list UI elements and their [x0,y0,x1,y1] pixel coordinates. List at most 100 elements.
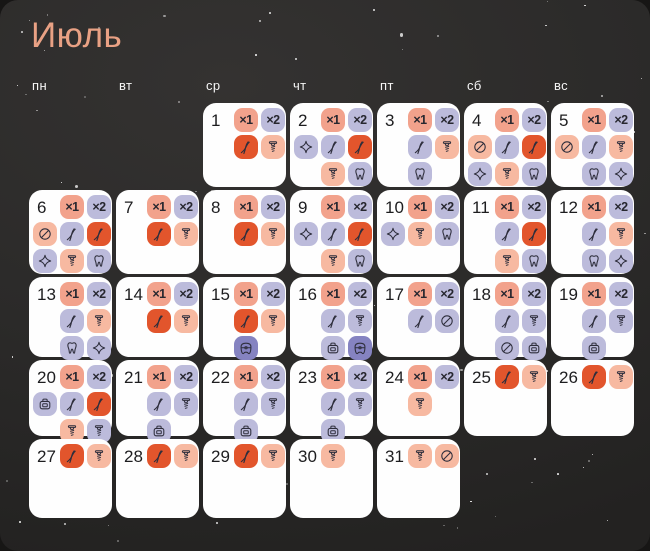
x1-badge: ×1 [582,195,606,219]
day-card-26[interactable]: 26 [551,360,634,436]
day-card-5[interactable]: 5 ×1 ×2 [551,103,634,187]
implant-icon [265,226,281,242]
tray-icon [37,396,53,412]
forceps-icon [238,139,254,155]
day-card-25[interactable]: 25 [464,360,547,436]
forceps-icon [526,226,542,242]
day-card-10[interactable]: 10 ×1 ×2 [377,190,460,274]
braces-badge [234,336,258,360]
tooth-icon [586,253,602,269]
day-card-18[interactable]: 18 ×1 ×2 [464,277,547,360]
day-card-20[interactable]: 20 ×1 ×2 [29,360,112,443]
day-card-4[interactable]: 4 ×1 ×2 [464,103,547,187]
badge-grid: ×1 ×2 [294,365,372,443]
star-dot [591,454,593,456]
day-card-7[interactable]: 7 ×1 ×2 [116,190,199,274]
badge-grid: ×1 ×2 [468,282,546,360]
badge-grid: ×1 ×2 [120,195,198,246]
day-card-12[interactable]: 12 ×1 ×2 [551,190,634,274]
prohibited-badge [555,135,579,159]
forceps-icon [352,226,368,242]
star-dot [588,459,591,462]
implant-icon [439,139,455,155]
day-number: 12 [559,198,578,217]
day-card-9[interactable]: 9 ×1 ×2 [290,190,373,274]
day-number: 23 [298,368,317,387]
day-card-13[interactable]: 13 ×1 ×2 [29,277,112,360]
implant-badge [174,444,198,468]
forceps-badge [87,392,111,416]
star-dot [98,26,100,29]
day-card-16[interactable]: 16 ×1 ×2 [290,277,373,360]
x2-badge: ×2 [174,365,198,389]
day-card-27[interactable]: 27 [29,439,112,518]
forceps-icon [352,139,368,155]
forceps-badge [321,309,345,333]
day-card-22[interactable]: 22 ×1 ×2 [203,360,286,443]
day-number: 28 [124,447,143,466]
badge-grid [294,444,372,468]
star-dot [11,356,14,358]
x2-badge: ×2 [348,365,372,389]
forceps-badge [495,222,519,246]
star-dot [372,9,375,12]
forceps-icon [151,226,167,242]
sparkle-icon [613,166,629,182]
day-card-19[interactable]: 19 ×1 ×2 [551,277,634,360]
day-number: 17 [385,285,404,304]
x1-badge: ×1 [60,195,84,219]
star-dot [545,24,547,27]
forceps-badge [234,392,258,416]
day-card-1[interactable]: 1 ×1 ×2 [203,103,286,187]
badge-grid [120,444,198,468]
weekday-header-row: пн вт ср чт пт сб вс [29,78,634,93]
x2-badge: ×2 [348,282,372,306]
day-number: 10 [385,198,404,217]
day-card-31[interactable]: 31 [377,439,460,518]
implant-badge [408,392,432,416]
badge-grid: ×1 ×2 [381,365,459,416]
star-dot [470,500,473,503]
day-card-28[interactable]: 28 [116,439,199,518]
forceps-icon [64,396,80,412]
day-card-2[interactable]: 2 ×1 ×2 [290,103,373,187]
forceps-badge [60,392,84,416]
implant-icon [265,313,281,329]
forceps-badge [408,135,432,159]
badge-grid: ×1 ×2 [555,108,633,186]
implant-badge [609,309,633,333]
star-dot [285,482,289,485]
day-card-14[interactable]: 14 ×1 ×2 [116,277,199,357]
badge-grid: ×1 ×2 [120,282,198,333]
day-card-15[interactable]: 15 ×1 ×2 [203,277,286,360]
star-dot [557,473,559,475]
forceps-badge [234,444,258,468]
day-card-30[interactable]: 30 [290,439,373,518]
badge-grid [207,444,285,468]
implant-icon [526,369,542,385]
day-card-8[interactable]: 8 ×1 ×2 [203,190,286,274]
x2-badge: ×2 [435,108,459,132]
day-card-24[interactable]: 24 ×1 ×2 [377,360,460,436]
forceps-badge [147,309,171,333]
day-card-6[interactable]: 6 ×1 ×2 [29,190,112,274]
forceps-icon [238,396,254,412]
forceps-badge [582,365,606,389]
day-card-29[interactable]: 29 [203,439,286,518]
braces-icon [238,340,254,356]
badge-grid [381,444,459,468]
x1-badge: ×1 [234,195,258,219]
day-card-23[interactable]: 23 ×1 ×2 [290,360,373,443]
tooth-badge [522,249,546,273]
day-number: 30 [298,447,317,466]
day-card-11[interactable]: 11 ×1 ×2 [464,190,547,274]
x2-badge: ×2 [609,195,633,219]
implant-badge [321,162,345,186]
day-card-21[interactable]: 21 ×1 ×2 [116,360,199,443]
sparkle-icon [385,226,401,242]
forceps-badge [147,444,171,468]
day-card-17[interactable]: 17 ×1 ×2 [377,277,460,357]
prohibited-icon [499,340,515,356]
forceps-icon [238,313,254,329]
day-card-3[interactable]: 3 ×1 ×2 [377,103,460,187]
